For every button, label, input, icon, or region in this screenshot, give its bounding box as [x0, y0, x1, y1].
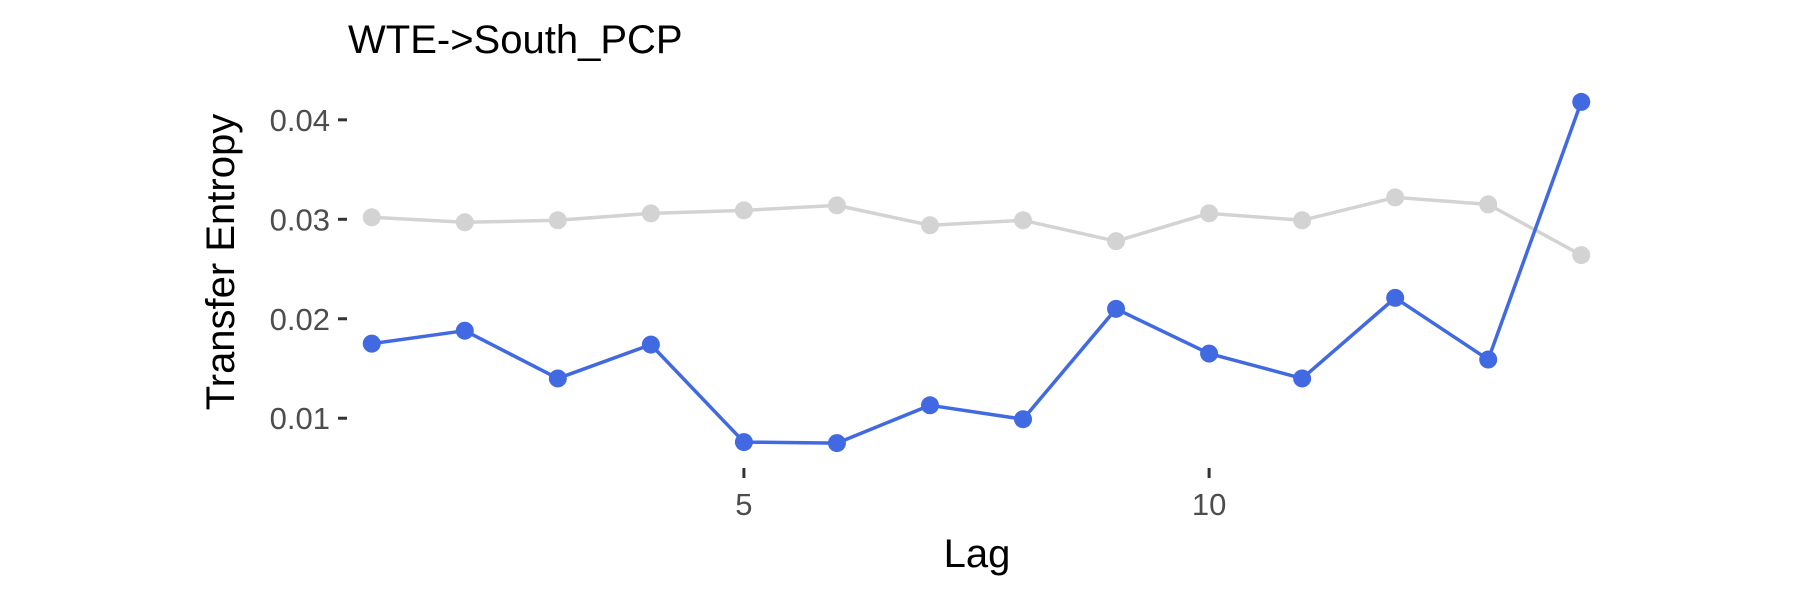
data-point — [1200, 204, 1219, 223]
data-point — [734, 433, 753, 452]
data-point — [455, 213, 474, 232]
data-point — [1014, 211, 1033, 230]
data-point — [1014, 410, 1033, 429]
y-tick-label: 0.03 — [270, 202, 330, 237]
data-point — [548, 211, 567, 230]
data-point — [1293, 369, 1312, 388]
data-point — [1107, 232, 1126, 251]
data-point — [362, 208, 381, 227]
data-point — [1386, 288, 1405, 307]
data-point — [641, 335, 660, 354]
plot-area — [362, 92, 1591, 453]
y-tick-label: 0.04 — [270, 103, 330, 138]
y-axis-label: Transfer Entropy — [199, 114, 243, 410]
data-point — [1386, 188, 1405, 207]
y-tick-label: 0.02 — [270, 302, 330, 337]
data-point — [827, 196, 846, 215]
series-1 — [362, 188, 1591, 265]
data-point — [1572, 246, 1591, 265]
data-point — [641, 204, 660, 223]
data-point — [734, 201, 753, 220]
series-2 — [362, 92, 1591, 453]
series-line — [369, 195, 1584, 257]
data-point — [455, 321, 474, 340]
data-point — [548, 369, 567, 388]
data-point — [362, 334, 381, 353]
x-axis-label: Lag — [944, 532, 1011, 576]
series-line — [369, 100, 1584, 445]
data-point — [920, 396, 939, 415]
data-point — [827, 434, 846, 453]
data-point — [1293, 211, 1312, 230]
y-tick-label: 0.01 — [270, 401, 330, 436]
data-point — [1200, 344, 1219, 363]
data-point — [1572, 92, 1591, 111]
data-point — [920, 216, 939, 235]
data-point — [1107, 299, 1126, 318]
y-axis: 0.01 0.02 0.03 0.04 — [270, 103, 347, 436]
x-tick-label: 10 — [1192, 487, 1226, 522]
data-point — [1479, 350, 1498, 369]
chart-title: WTE->South_PCP — [348, 18, 683, 62]
x-tick-label: 5 — [735, 487, 752, 522]
x-axis: 5 10 — [735, 468, 1226, 522]
data-point — [1479, 195, 1498, 214]
